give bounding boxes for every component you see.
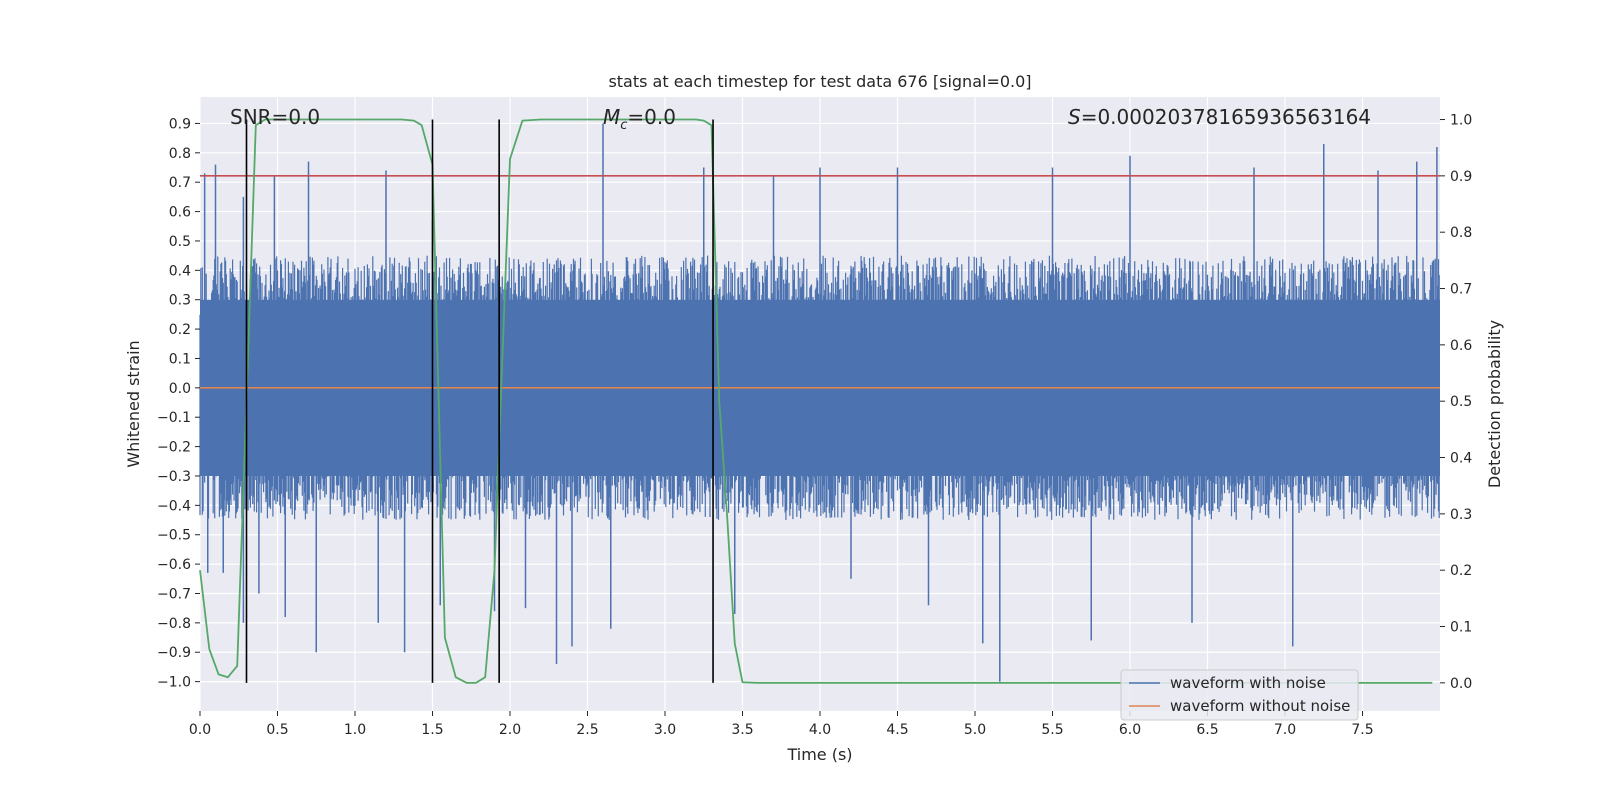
left-tick-label: −1.0 — [157, 675, 191, 691]
mc-annotation: Mc=0.0 — [603, 105, 676, 133]
x-tick-label: 7.0 — [1274, 722, 1296, 738]
legend-box — [1120, 669, 1359, 721]
left-tick-label: −0.5 — [157, 528, 191, 544]
left-tick-label: 0.1 — [169, 351, 191, 367]
left-tick-label: −0.6 — [157, 557, 191, 573]
x-tick-label: 1.5 — [421, 722, 443, 738]
vertical-markers — [245, 119, 714, 683]
x-tick-label: 6.0 — [1119, 722, 1141, 738]
x-tick-label: 6.5 — [1196, 722, 1218, 738]
right-y-axis-title: Detection probability — [1485, 320, 1504, 488]
left-tick-label: −0.4 — [157, 498, 191, 514]
left-tick-label: 0.0 — [169, 381, 191, 397]
x-ticks: 0.0 0.5 1.0 1.5 2.0 2.5 3.0 3.5 4.0 4.5 5.0 5.5 6.0 6… — [189, 711, 1374, 738]
s-value: =0.0002037816593656316​4 — [1081, 105, 1371, 129]
chart-title: stats at each timestep for test data 676… — [608, 72, 1031, 91]
x-tick-label: 0.5 — [266, 722, 288, 738]
left-tick-label: 0.9 — [169, 116, 191, 132]
detection-probability-line — [199, 118, 1433, 684]
s-symbol: S — [1068, 105, 1081, 129]
right-tick-label: 0.0 — [1450, 676, 1472, 692]
legend-label-noise: waveform with noise — [1170, 674, 1326, 692]
right-tick-label: 0.8 — [1450, 225, 1472, 241]
snr-prefix: SNR= — [230, 105, 288, 129]
left-y-axis-title: Whitened strain — [124, 340, 143, 467]
x-tick-label: 2.0 — [499, 722, 521, 738]
snr-value: 0.0 — [288, 105, 320, 129]
mc-subscript: c — [620, 118, 627, 133]
left-tick-label: −0.2 — [157, 440, 191, 456]
right-tick-label: 0.2 — [1450, 563, 1472, 579]
right-tick-label: 0.5 — [1450, 394, 1472, 410]
left-tick-label: 0.7 — [169, 175, 191, 191]
series-lines — [199, 118, 1440, 684]
right-tick-label: 0.9 — [1450, 169, 1472, 185]
x-tick-label: 2.5 — [576, 722, 598, 738]
right-y-ticks: 1.0 0.9 0.8 0.7 0.6 0.5 0.4 0.3 0.2 0.1 0.0 — [1440, 113, 1472, 692]
left-tick-label: 0.5 — [169, 234, 191, 250]
left-tick-label: 0.4 — [169, 263, 191, 279]
right-tick-label: 1.0 — [1450, 113, 1472, 129]
x-tick-label: 5.0 — [964, 722, 986, 738]
s-annotation: S=0.0002037816593656316​4 — [1068, 105, 1371, 129]
x-tick-label: 0.0 — [189, 722, 211, 738]
x-axis-title: Time (s) — [786, 745, 852, 764]
right-tick-label: 0.1 — [1450, 620, 1472, 636]
right-tick-label: 0.3 — [1450, 507, 1472, 523]
left-tick-label: 0.8 — [169, 146, 191, 162]
x-tick-label: 4.0 — [809, 722, 831, 738]
right-tick-label: 0.6 — [1450, 338, 1472, 354]
left-tick-label: −0.8 — [157, 616, 191, 632]
left-tick-label: 0.6 — [169, 205, 191, 221]
x-tick-label: 4.5 — [886, 722, 908, 738]
mc-value: =0.0 — [627, 105, 676, 129]
x-tick-label: 1.0 — [344, 722, 366, 738]
left-tick-label: 0.3 — [169, 293, 191, 309]
x-tick-label: 3.0 — [654, 722, 676, 738]
x-tick-label: 7.5 — [1351, 722, 1373, 738]
right-tick-label: 0.4 — [1450, 451, 1472, 467]
left-y-ticks: 0.9 0.8 0.7 0.6 0.5 0.4 0.3 0.2 0.1 0.0 −0.1 −0.2 −0… — [157, 116, 200, 691]
left-tick-label: −0.9 — [157, 645, 191, 661]
left-tick-label: 0.2 — [169, 322, 191, 338]
x-tick-label: 5.5 — [1041, 722, 1063, 738]
snr-annotation: SNR=0.0 — [230, 105, 320, 129]
legend: waveform with noise waveform without noi… — [1120, 669, 1359, 721]
x-tick-label: 3.5 — [731, 722, 753, 738]
left-tick-label: −0.1 — [157, 410, 191, 426]
right-tick-label: 0.7 — [1450, 282, 1472, 298]
mc-symbol: M — [603, 105, 620, 129]
legend-label-clean: waveform without noise — [1170, 697, 1350, 715]
left-tick-label: −0.3 — [157, 469, 191, 485]
left-tick-label: −0.7 — [157, 586, 191, 602]
